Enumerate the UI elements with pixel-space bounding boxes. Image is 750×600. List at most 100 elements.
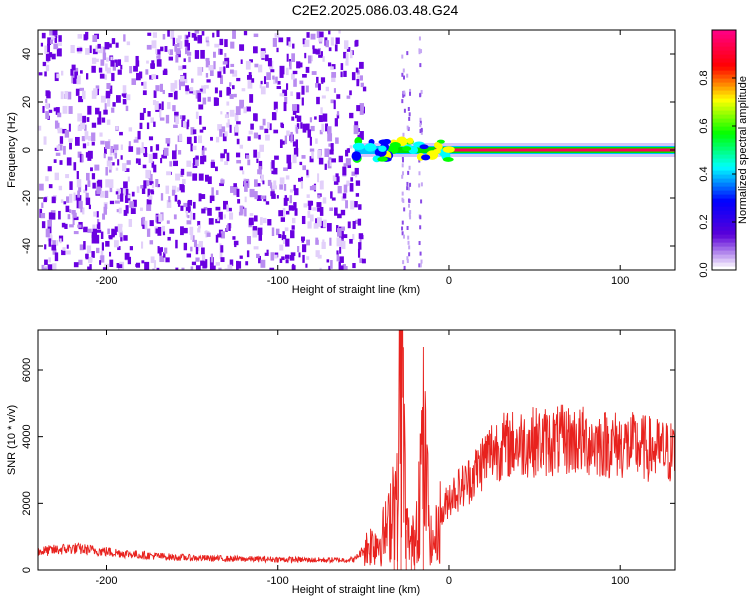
noise-cell [175, 239, 178, 249]
noise-cell [156, 55, 161, 59]
noise-cell [312, 48, 317, 54]
y-tick-label: 6000 [21, 358, 33, 382]
noise-cell [294, 115, 299, 119]
noise-cell [190, 234, 193, 240]
noise-cell [279, 93, 285, 97]
noise-cell [180, 81, 185, 87]
noise-cell [52, 263, 57, 270]
noise-cell [343, 40, 349, 50]
noise-cell [328, 143, 333, 147]
noise-cell [53, 30, 58, 36]
noise-cell [78, 259, 83, 265]
noise-cell [250, 123, 254, 130]
noise-cell [236, 261, 242, 269]
noise-cell [306, 239, 310, 246]
noise-cell [123, 209, 128, 216]
x-tick-label: -100 [267, 275, 289, 287]
noise-cell [317, 149, 322, 159]
noise-cell [85, 197, 91, 206]
noise-cell [87, 266, 90, 270]
noise-cell [357, 128, 360, 132]
noise-cell [111, 38, 116, 45]
noise-cell [182, 115, 186, 120]
noise-cell [246, 74, 252, 80]
colorbar-step [712, 102, 736, 107]
streak-cell [401, 155, 404, 160]
noise-cell [80, 204, 83, 213]
noise-cell [52, 240, 56, 248]
noise-cell [275, 108, 278, 113]
noise-cell [239, 205, 244, 214]
noise-cell [315, 138, 318, 144]
noise-cell [163, 147, 169, 156]
noise-cell [325, 123, 328, 132]
noise-cell [149, 75, 154, 80]
noise-cell [349, 183, 354, 192]
noise-cell [204, 230, 210, 235]
noise-cell [315, 250, 320, 258]
noise-cell [167, 102, 171, 110]
noise-cell [253, 246, 259, 250]
noise-cell [159, 109, 162, 118]
noise-cell [85, 192, 89, 201]
streak-cell [406, 186, 409, 191]
streak-cell [408, 245, 411, 250]
noise-cell [85, 184, 88, 191]
noise-cell [203, 85, 209, 89]
streak-cell [420, 89, 423, 94]
noise-cell [106, 119, 111, 125]
noise-cell [69, 193, 73, 203]
noise-cell [65, 174, 70, 179]
noise-cell [126, 160, 131, 165]
noise-cell [302, 254, 305, 263]
noise-cell [38, 72, 43, 76]
noise-cell [73, 162, 77, 171]
noise-cell [201, 85, 206, 94]
noise-cell [92, 224, 96, 230]
streak-cell [419, 215, 422, 220]
noise-cell [173, 214, 177, 220]
noise-cell [225, 61, 230, 68]
streak-cell [420, 130, 423, 135]
noise-cell [98, 67, 103, 73]
noise-cell [266, 72, 271, 81]
noise-cell [111, 72, 115, 82]
noise-cell [123, 93, 127, 98]
x-tick-label: 100 [611, 275, 629, 287]
noise-cell [87, 150, 93, 159]
noise-cell [362, 86, 367, 92]
noise-cell [168, 196, 171, 203]
noise-cell [41, 264, 45, 270]
noise-cell [188, 56, 191, 63]
noise-cell [132, 199, 137, 207]
carrier-blob [382, 139, 392, 145]
noise-cell [321, 79, 324, 84]
noise-cell [155, 179, 159, 188]
noise-cell [72, 212, 77, 218]
noise-cell [239, 144, 244, 149]
noise-cell [300, 176, 303, 183]
noise-cell [302, 74, 307, 78]
noise-cell [96, 224, 100, 229]
noise-cell [88, 204, 91, 210]
noise-cell [212, 32, 215, 38]
carrier-blob [389, 142, 401, 149]
streak-cell [408, 186, 411, 191]
streak-cell [419, 251, 422, 256]
colorbar-tick-label: 0.0 [698, 262, 710, 277]
noise-cell [190, 127, 195, 135]
noise-cell [119, 230, 123, 238]
noise-cell [226, 86, 230, 95]
noise-cell [290, 91, 293, 96]
noise-cell [351, 72, 356, 81]
noise-cell [100, 231, 104, 239]
streak-cell [419, 129, 422, 134]
noise-cell [257, 183, 261, 187]
noise-cell [296, 61, 301, 69]
noise-cell [318, 157, 324, 165]
noise-cell [127, 176, 130, 182]
noise-cell [87, 141, 90, 146]
noise-cell [327, 126, 332, 135]
noise-cell [306, 194, 310, 198]
noise-cell [271, 167, 275, 175]
